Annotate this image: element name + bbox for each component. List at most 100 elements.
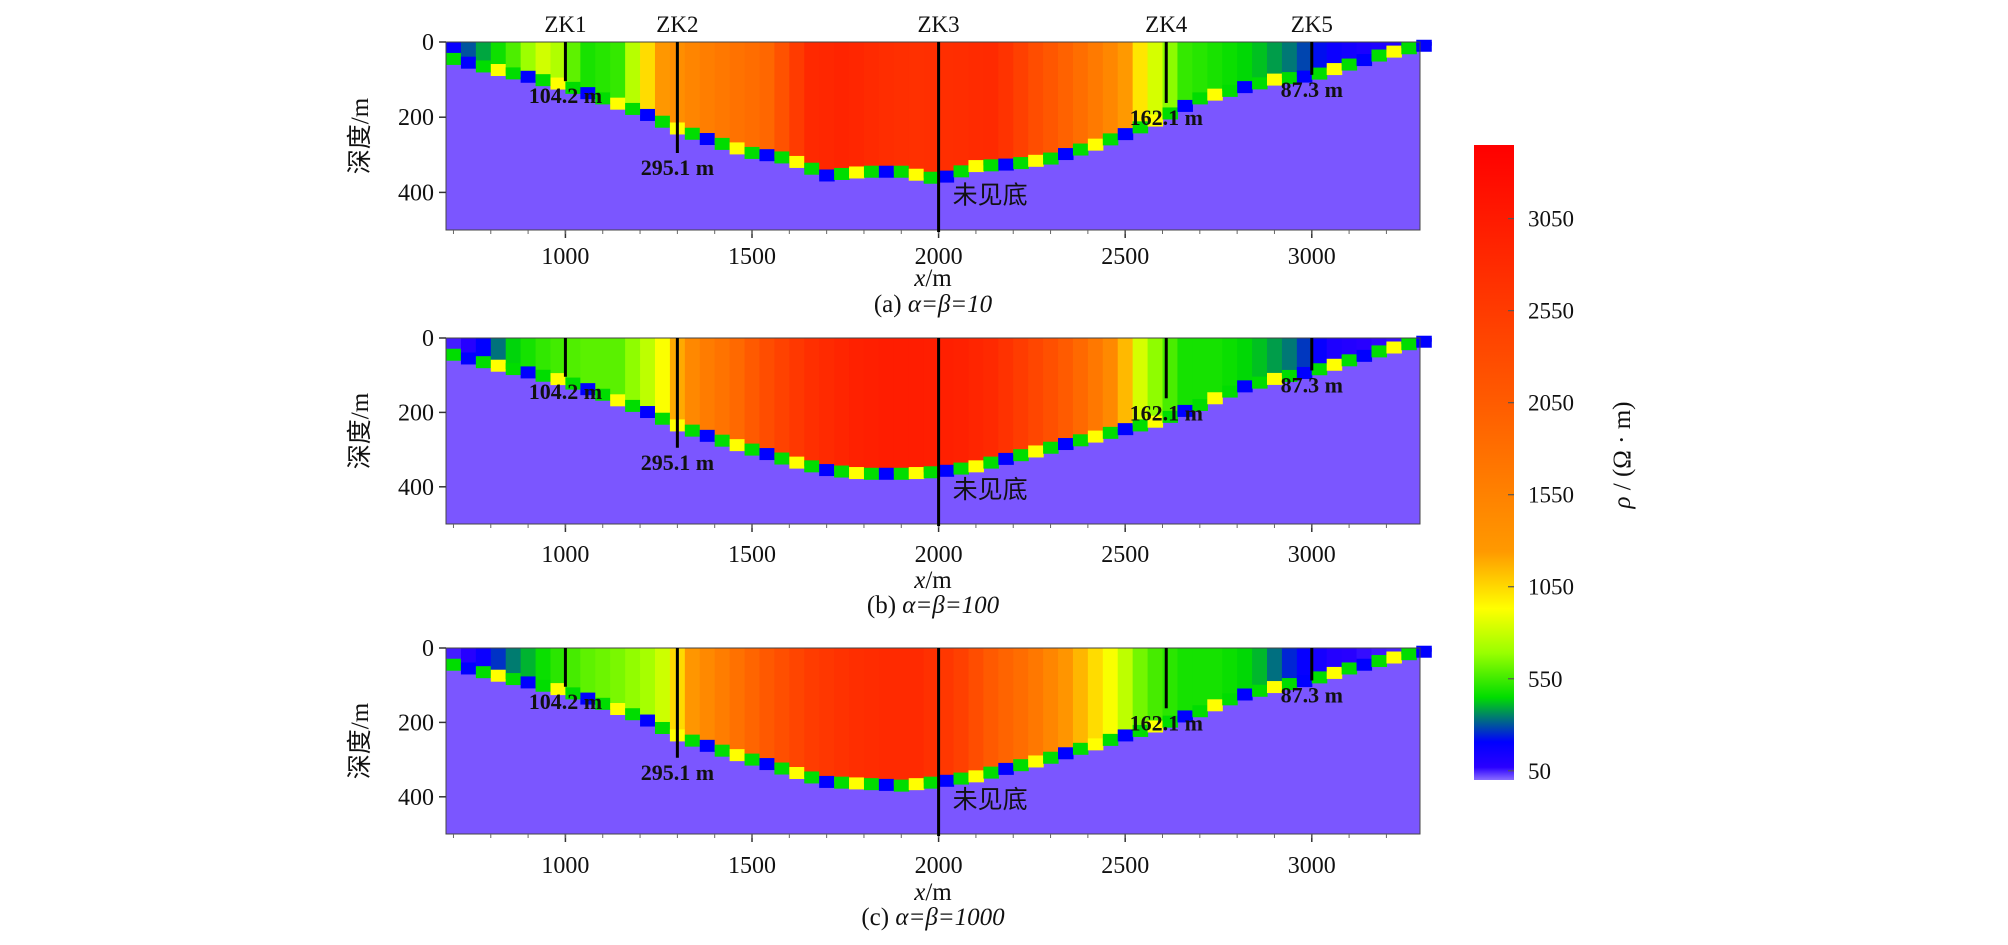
boundary-cell [1281, 369, 1298, 382]
sediment-cell [893, 338, 910, 474]
boundary-cell [640, 406, 656, 419]
colorbar-label: ρ / (Ω · m) [1609, 402, 1636, 510]
boundary-cell [714, 434, 731, 447]
boundary-cell [1311, 671, 1328, 684]
sediment-cell [654, 42, 671, 122]
x-tick-label: 2000 [915, 244, 963, 270]
sediment-cell [1177, 338, 1193, 411]
boundary-cell [1237, 688, 1253, 701]
boundary-cell [654, 115, 671, 128]
boundary-cell [550, 373, 567, 386]
sediment-cell [863, 648, 880, 785]
boundary-cell [834, 776, 850, 789]
sediment-cell [1058, 42, 1074, 155]
x-tick-label: 3000 [1288, 542, 1336, 568]
boundary-cell [834, 167, 850, 180]
colorbar-tick-label: 2050 [1528, 391, 1574, 416]
sediment-cell [953, 42, 970, 172]
boundary-cell [1296, 70, 1313, 83]
boundary-cell [446, 658, 462, 671]
borehole-name: ZK5 [1291, 12, 1333, 37]
boundary-cell [729, 749, 746, 762]
panel-c: 1000 1500 2000 2500 3000 0 200 400 深度/m x/m(c) α=… [346, 636, 1432, 931]
y-axis-label: 深度/m [346, 702, 374, 779]
boundary-cell [1013, 449, 1029, 462]
boundary-cell [1058, 148, 1074, 161]
sediment-cell [834, 338, 850, 472]
boundary-cell [475, 356, 492, 369]
boundary-cell [460, 352, 477, 365]
boundary-cell [1028, 445, 1044, 458]
colorbar-tick-label: 550 [1528, 667, 1563, 692]
borehole-depth-label: 295.1 m [641, 450, 714, 475]
boundary-cell [1341, 662, 1358, 675]
boundary-cell [744, 443, 761, 456]
panel-b: 1000 1500 2000 2500 3000 0 200 400 深度/m x/m(b) α=… [346, 326, 1432, 619]
boundary-cell [1147, 415, 1164, 428]
borehole-depth-label: 未见底 [953, 182, 1028, 210]
sediment-cell [774, 42, 790, 158]
boundary-cell [1326, 358, 1343, 371]
x-tick-label: 1500 [728, 542, 776, 568]
boundary-cell [610, 703, 626, 716]
sediment-cell [953, 648, 970, 779]
sediment-cell [520, 42, 537, 77]
boundary-cell [654, 721, 671, 734]
sediment-cell [640, 42, 656, 115]
sediment-cell [490, 648, 507, 676]
boundary-cell [774, 452, 790, 465]
sediment-cell [863, 42, 880, 172]
boundary-cell [1237, 380, 1253, 393]
boundary-cell [1356, 54, 1373, 67]
boundary-cell [953, 462, 970, 475]
boundary-cell [968, 160, 984, 173]
sediment-cell [1222, 648, 1238, 700]
sediment-cell [819, 42, 835, 176]
boundary-cell [983, 766, 999, 779]
sediment-cell [640, 338, 656, 413]
sediment-cell [908, 338, 925, 474]
borehole-name: ZK3 [918, 12, 960, 37]
y-tick-label: 400 [398, 180, 434, 206]
sediment-cell [565, 338, 581, 384]
x-tick-label: 2500 [1101, 244, 1149, 270]
sediment-cell [789, 648, 805, 773]
sediment-cell [1028, 338, 1044, 452]
sediment-cell [849, 338, 865, 474]
boundary-cell [550, 77, 567, 90]
panel-frame [445, 41, 1421, 231]
sediment-cell [983, 338, 999, 463]
boundary-cell [640, 714, 656, 727]
resistivity-cells [446, 645, 1432, 792]
boundary-cell [1102, 133, 1119, 146]
sediment-cell [998, 338, 1014, 459]
boundary-cell [565, 687, 581, 700]
borehole-name: ZK1 [544, 12, 586, 37]
boundary-cell [1177, 404, 1193, 417]
boundary-cell [1266, 681, 1283, 694]
sediment-cell [1266, 338, 1283, 379]
x-tick-label: 1500 [728, 853, 776, 879]
y-tick-label: 0 [422, 30, 434, 56]
boundary-cell [565, 377, 581, 390]
boundary-cell [1341, 58, 1358, 71]
boundary-cell [878, 778, 895, 791]
sediment-cell [1028, 648, 1044, 762]
boundary-cell [893, 467, 910, 480]
colorbar: 50 550 1050 1550 2050 2550 3050 ρ / (Ω · m) [1474, 145, 1636, 784]
sediment-cell [1013, 42, 1029, 164]
sediment-cell [923, 648, 940, 783]
boundary-cell [1371, 49, 1388, 62]
boundary-cell [684, 127, 701, 140]
boundary-cell [1072, 742, 1089, 755]
borehole-depth-label: 104.2 m [529, 83, 602, 108]
boundary-cell [1401, 338, 1417, 351]
sediment-cell [744, 648, 761, 760]
boundary-cell [774, 151, 790, 164]
sediment-cell [1207, 648, 1223, 706]
sediment-cell [1072, 338, 1089, 441]
boundary-cell [923, 776, 940, 789]
boundary-cell [923, 171, 940, 184]
